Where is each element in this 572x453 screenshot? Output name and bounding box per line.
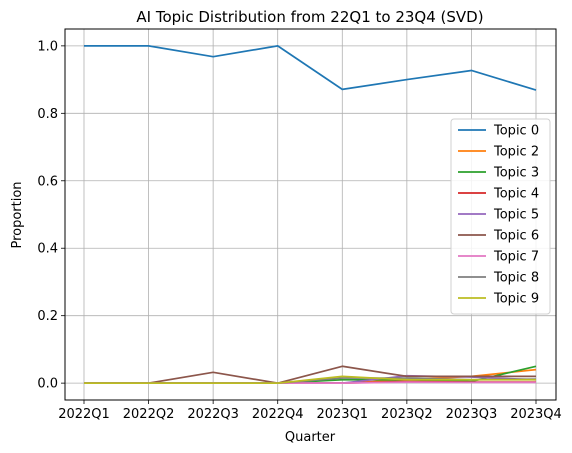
chart-title: AI Topic Distribution from 22Q1 to 23Q4 … bbox=[136, 8, 483, 26]
legend-label: Topic 3 bbox=[493, 166, 539, 181]
legend-label: Topic 8 bbox=[493, 271, 539, 286]
x-tick-label: 2022Q4 bbox=[252, 407, 304, 422]
x-tick-label: 2023Q2 bbox=[381, 407, 433, 422]
x-tick-label: 2022Q3 bbox=[187, 407, 239, 422]
y-tick-label: 0.6 bbox=[37, 174, 58, 189]
series-line-topic-0 bbox=[84, 45, 537, 91]
x-tick-label: 2022Q2 bbox=[123, 407, 175, 422]
axes: 2022Q1 2022Q2 2022Q3 2022Q4 2023Q1 2023Q2 2023… bbox=[37, 39, 561, 422]
grid bbox=[65, 29, 556, 400]
x-axis-label: Quarter bbox=[285, 430, 336, 445]
series-lines bbox=[84, 45, 537, 384]
series-line-topic-9 bbox=[84, 375, 536, 384]
legend-label: Topic 2 bbox=[493, 145, 539, 160]
y-tick-label: 0.2 bbox=[37, 309, 58, 324]
y-tick-label: 1.0 bbox=[37, 39, 58, 54]
x-tick-label: 2022Q1 bbox=[58, 407, 110, 422]
legend-label: Topic 7 bbox=[493, 250, 539, 265]
x-tick-label: 2023Q1 bbox=[316, 407, 368, 422]
y-tick-label: 0.4 bbox=[37, 242, 58, 257]
legend-label: Topic 4 bbox=[493, 187, 539, 202]
series-line-topic-6 bbox=[84, 365, 536, 384]
y-tick-label: 0.8 bbox=[37, 107, 58, 122]
legend-box bbox=[450, 118, 551, 315]
legend-label: Topic 6 bbox=[493, 229, 539, 244]
x-tick-label: 2023Q4 bbox=[510, 407, 562, 422]
legend-label: Topic 5 bbox=[493, 208, 539, 223]
legend-label: Topic 9 bbox=[493, 292, 539, 307]
plot-frame bbox=[64, 28, 557, 401]
y-tick-label: 0.0 bbox=[37, 377, 58, 392]
legend: Topic 0 Topic 2 Topic 3 Topic 4 Topic 5 Topic… bbox=[450, 118, 551, 315]
x-tick-label: 2023Q3 bbox=[446, 407, 498, 422]
y-axis-label: Proportion bbox=[10, 181, 25, 248]
legend-label: Topic 0 bbox=[493, 124, 539, 139]
